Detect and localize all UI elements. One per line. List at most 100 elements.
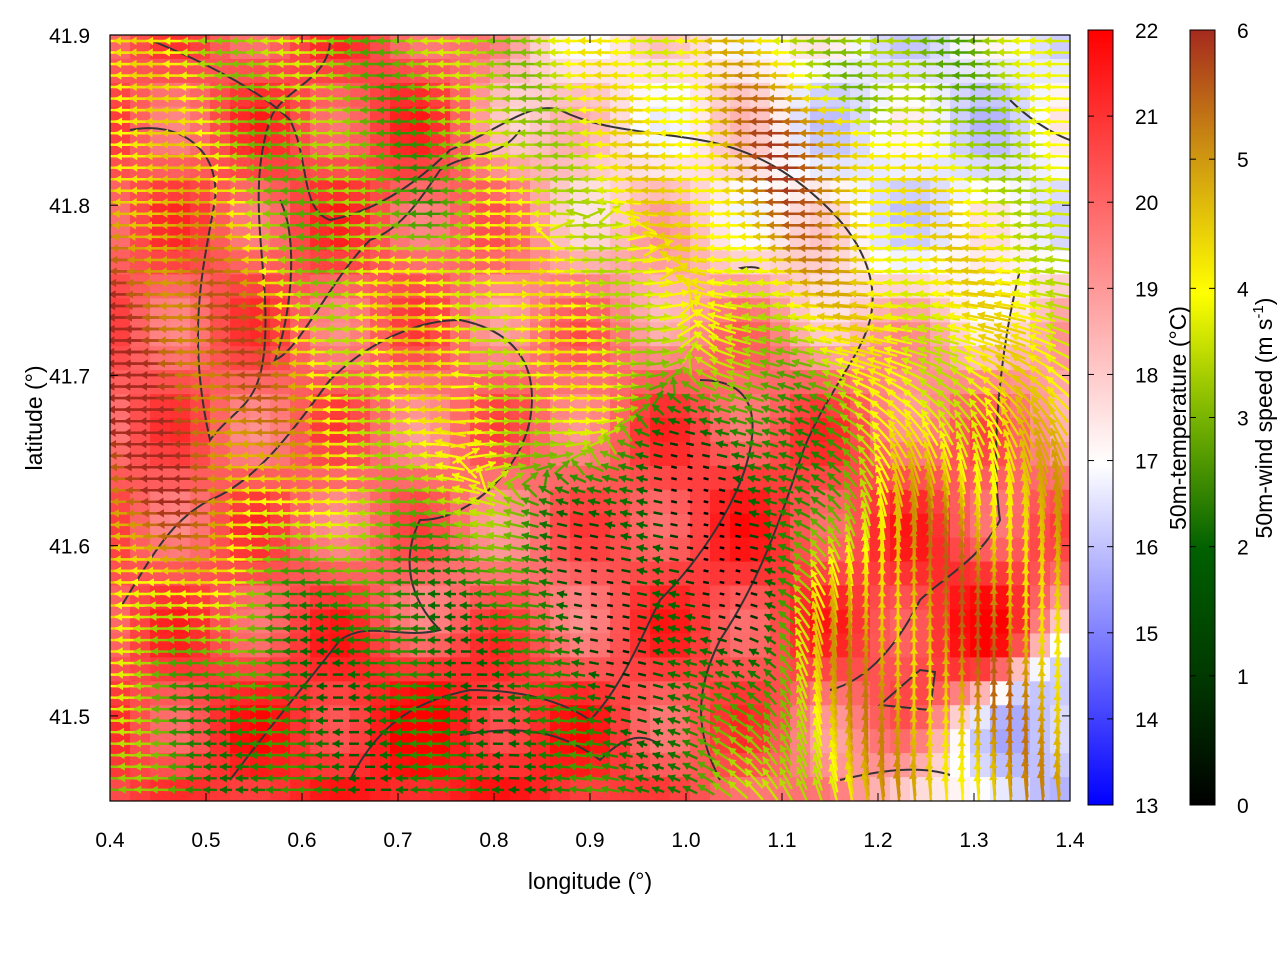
- heatmap-cell: [490, 633, 511, 658]
- heatmap-cell: [190, 346, 211, 371]
- heatmap-cell: [550, 346, 571, 371]
- heatmap-cell: [610, 633, 631, 658]
- heatmap-cell: [550, 561, 571, 587]
- heatmap-cell: [130, 35, 151, 60]
- heatmap-cell: [290, 346, 311, 371]
- heatmap-cell: [270, 274, 291, 299]
- heatmap-cell: [770, 35, 791, 60]
- heatmap-cell: [150, 106, 171, 132]
- wind-vector-head: [100, 106, 107, 114]
- heatmap-cell: [970, 346, 991, 371]
- heatmap-cell: [310, 633, 331, 658]
- heatmap-cell: [430, 82, 451, 108]
- heatmap-cell: [890, 729, 911, 754]
- heatmap-cell: [190, 609, 211, 635]
- heatmap-cell: [750, 418, 771, 443]
- heatmap-cell: [490, 82, 511, 108]
- heatmap-cell: [690, 441, 711, 467]
- heatmap-cell: [590, 346, 611, 371]
- heatmap-cell: [790, 35, 811, 60]
- heatmap-cell: [350, 58, 371, 84]
- heatmap-cell: [970, 130, 991, 156]
- heatmap-cell: [950, 513, 971, 539]
- heatmap-cell: [930, 130, 951, 156]
- heatmap-cell: [430, 561, 451, 587]
- heatmap-cell: [550, 298, 571, 323]
- heatmap-cell: [190, 705, 211, 730]
- heatmap-cell: [110, 729, 131, 754]
- heatmap-cell: [650, 729, 671, 754]
- heatmap-cell: [370, 394, 391, 419]
- wind-vector-head: [94, 233, 101, 241]
- heatmap-cell: [350, 130, 371, 156]
- heatmap-cell: [1050, 681, 1070, 706]
- heatmap-cell: [390, 657, 411, 682]
- heatmap-cell: [610, 681, 631, 706]
- heatmap-cell: [970, 777, 991, 801]
- heatmap-cell: [490, 537, 511, 563]
- heatmap-cell: [530, 729, 551, 754]
- heatmap-cell: [190, 633, 211, 658]
- heatmap-cell: [370, 681, 391, 706]
- heatmap-cell: [510, 250, 531, 275]
- heatmap-cell: [970, 513, 991, 539]
- heatmap-cell: [930, 82, 951, 108]
- heatmap-cell: [970, 729, 991, 754]
- heatmap-cell: [270, 729, 291, 754]
- heatmap-cell: [650, 777, 671, 801]
- heatmap-cell: [330, 633, 351, 658]
- heatmap-cell: [830, 58, 851, 84]
- heatmap-cell: [630, 657, 651, 682]
- heatmap-cell: [1030, 633, 1051, 658]
- heatmap-cell: [310, 130, 331, 156]
- heatmap-cell: [650, 753, 671, 778]
- heatmap-cell: [270, 82, 291, 108]
- heatmap-cell: [630, 106, 651, 132]
- heatmap-cell: [510, 777, 531, 801]
- heatmap-cell: [710, 226, 731, 252]
- heatmap-cell: [370, 657, 391, 682]
- heatmap-cell: [670, 753, 691, 778]
- heatmap-cell: [410, 130, 431, 156]
- heatmap-cell: [330, 729, 351, 754]
- heatmap-cell: [570, 394, 591, 419]
- heatmap-cell: [510, 130, 531, 156]
- heatmap-cell: [670, 705, 691, 730]
- wind-vector-head: [100, 71, 107, 79]
- heatmap-cell: [470, 513, 491, 539]
- heatmap-cell: [150, 705, 171, 730]
- heatmap-cell: [190, 585, 211, 611]
- heatmap-cell: [210, 250, 231, 275]
- heatmap-cell: [210, 681, 231, 706]
- heatmap-cell: [550, 441, 571, 467]
- heatmap-cell: [550, 705, 571, 730]
- heatmap-cell: [190, 418, 211, 443]
- heatmap-cell: [970, 585, 991, 611]
- heatmap-cell: [150, 561, 171, 587]
- heatmap-cell: [490, 753, 511, 778]
- heatmap-cell: [150, 322, 171, 347]
- heatmap-cell: [330, 82, 351, 108]
- heatmap-cell: [370, 753, 391, 778]
- heatmap-cell: [630, 250, 651, 275]
- heatmap-cell: [350, 394, 371, 419]
- heatmap-cell: [890, 585, 911, 611]
- heatmap-cell: [450, 35, 471, 60]
- heatmap-cell: [590, 298, 611, 323]
- heatmap-cell: [510, 35, 531, 60]
- heatmap-cell: [730, 705, 751, 730]
- heatmap-cell: [510, 705, 531, 730]
- heatmap-cell: [770, 465, 791, 491]
- heatmap-cell: [310, 657, 331, 682]
- heatmap-cell: [550, 274, 571, 299]
- heatmap-cell: [630, 130, 651, 156]
- heatmap-cell: [1010, 609, 1031, 635]
- heatmap-cell: [610, 35, 631, 60]
- heatmap-cell: [230, 322, 251, 347]
- heatmap-cell: [910, 106, 931, 132]
- heatmap-cell: [570, 561, 591, 587]
- heatmap-cell: [430, 753, 451, 778]
- heatmap-cell: [590, 729, 611, 754]
- wind-vector-head: [94, 244, 101, 252]
- heatmap-cell: [290, 561, 311, 587]
